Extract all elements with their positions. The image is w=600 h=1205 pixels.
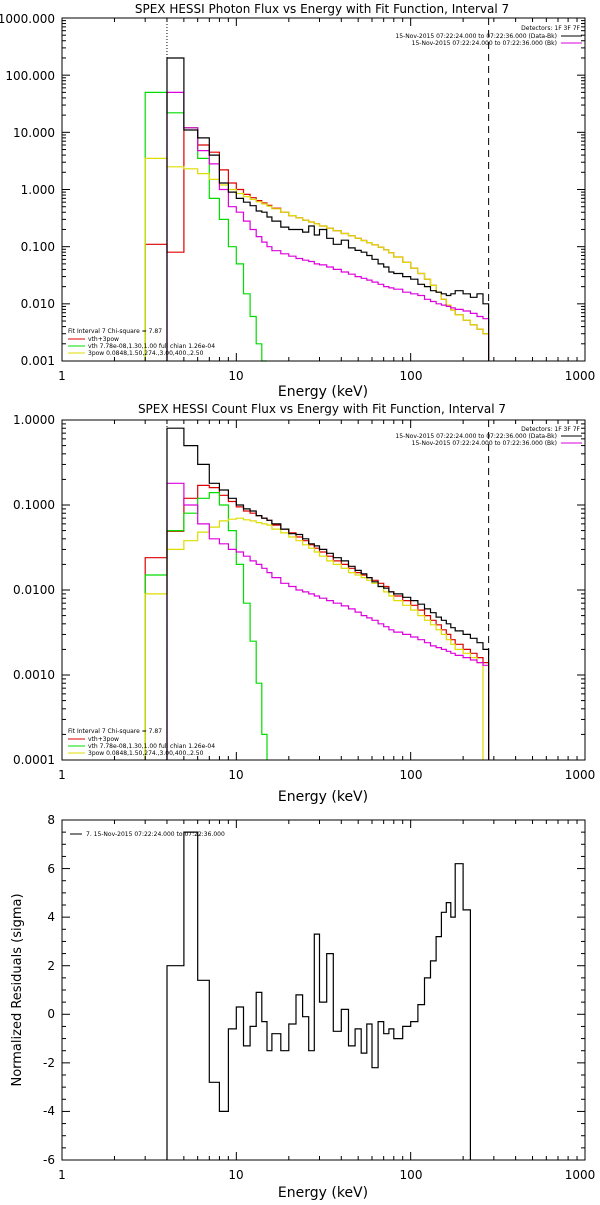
photon-bk-interval-label: 15-Nov-2015 07:22:24.000 to 07:22:36.000… [412,40,557,47]
residual-y-tick-0: -6 [43,1153,55,1167]
count-y-tick-1: 0.0010 [13,668,55,682]
photon-x-tick-2: 100 [400,369,423,383]
residual-y-tick-5: 4 [47,910,55,924]
count-x-tick-0: 1 [58,768,66,782]
photon-y-tick-0: 0.001 [21,354,55,368]
photon-data-interval-label: 15-Nov-2015 07:22:24.000 to 07:22:36.000… [395,33,557,40]
residual-legend-label: 7. 15-Nov-2015 07:22:24.000 to 07:22:36.… [86,831,225,838]
residual-x-tick-0: 1 [58,1168,66,1182]
residual-series-residuals [166,831,471,1160]
photon-x-axis-label: Energy (keV) [278,384,368,400]
photon-flux-plot-frame [61,17,586,362]
photon-y-tick-5: 100.000 [5,69,55,83]
photon-series-pow [144,157,490,361]
photon-series-bk [166,91,490,361]
residual-x-tick-1: 10 [228,1168,243,1182]
count-series-pow [144,517,484,760]
count-series-bk [166,482,490,760]
count-x-tick-1: 10 [228,768,243,782]
count-series-vth [144,492,268,760]
count-fit-legend-header: Fit Interval 7 Chi-square = 7.87 [68,728,162,735]
photon-series-vth-3pow [144,127,490,361]
count-flux-plot-frame [61,419,586,761]
count-flux-title: SPEX HESSI Count Flux vs Energy with Fit… [138,402,506,416]
count-bk-interval-label: 15-Nov-2015 07:22:24.000 to 07:22:36.000… [412,440,557,447]
count-detectors-label: Detectors: 1F 3F 7F [521,426,580,433]
count-flux-panel: SPEX HESSI Count Flux vs Energy with Fit… [13,402,595,805]
photon-detectors-label: Detectors: 1F 3F 7F [521,25,580,32]
count-fit-row-vth: vth 7.78e-08,1.30,1.00 full chian 1.26e-… [88,743,215,750]
count-y-tick-2: 0.0100 [13,583,55,597]
count-y-tick-3: 0.1000 [13,498,55,512]
photon-flux-panel: SPEX HESSI Photon Flux vs Energy with Fi… [0,2,595,400]
residuals-panel: -6 -4 -2 0 2 4 6 8 1 10 100 1000 Energy … [10,813,596,1201]
residual-y-axis-label: Normalized Residuals (sigma) [10,893,25,1086]
photon-y-tick-1: 0.010 [21,297,55,311]
photon-fit-row-vth: vth 7.78e-08,1.30,1.00 full chian 1.26e-… [88,343,215,350]
residual-x-tick-3: 1000 [565,1168,596,1182]
photon-y-tick-4: 10.000 [13,126,55,140]
photon-flux-title: SPEX HESSI Photon Flux vs Energy with Fi… [135,2,509,16]
residual-y-tick-2: -2 [43,1056,55,1070]
count-x-axis-label: Energy (keV) [278,789,368,805]
photon-y-tick-6: 1000.000 [0,12,55,26]
photon-series-total [166,57,490,361]
count-x-tick-2: 100 [400,768,423,782]
count-series-total [166,427,490,760]
residual-y-tick-7: 8 [47,813,55,827]
photon-y-tick-2: 0.100 [21,240,55,254]
residual-y-tick-3: 0 [47,1007,55,1021]
residual-y-tick-6: 6 [47,862,55,876]
photon-x-tick-3: 1000 [565,369,596,383]
count-y-tick-0: 0.0001 [13,753,55,767]
photon-y-tick-3: 1.000 [21,183,55,197]
residual-y-tick-1: -4 [43,1104,55,1118]
photon-x-tick-1: 10 [228,369,243,383]
count-y-tick-4: 1.0000 [13,413,55,427]
count-fit-row-3pow: 3pow 0.0848,1.50,274.,3.00,400.,2.50 [88,750,204,757]
count-data-interval-label: 15-Nov-2015 07:22:24.000 to 07:22:36.000… [395,433,557,440]
photon-fit-row-vth-3pow: vth+3pow [88,336,119,343]
photon-x-tick-0: 1 [58,369,66,383]
photon-series-vth [144,91,267,362]
residuals-plot-frame [61,819,586,1161]
count-x-tick-3: 1000 [565,768,596,782]
residual-y-tick-4: 2 [47,959,55,973]
count-fit-row-vth-3pow: vth+3pow [88,736,119,743]
count-series-vth-3pow [144,484,490,760]
residual-x-axis-label: Energy (keV) [278,1185,368,1200]
residual-x-tick-2: 100 [400,1168,423,1182]
photon-fit-legend-header: Fit Interval 7 Chi-square = 7.87 [68,328,162,335]
photon-fit-row-3pow: 3pow 0.0848,1.50,274.,3.00,400.,2.50 [88,350,204,357]
